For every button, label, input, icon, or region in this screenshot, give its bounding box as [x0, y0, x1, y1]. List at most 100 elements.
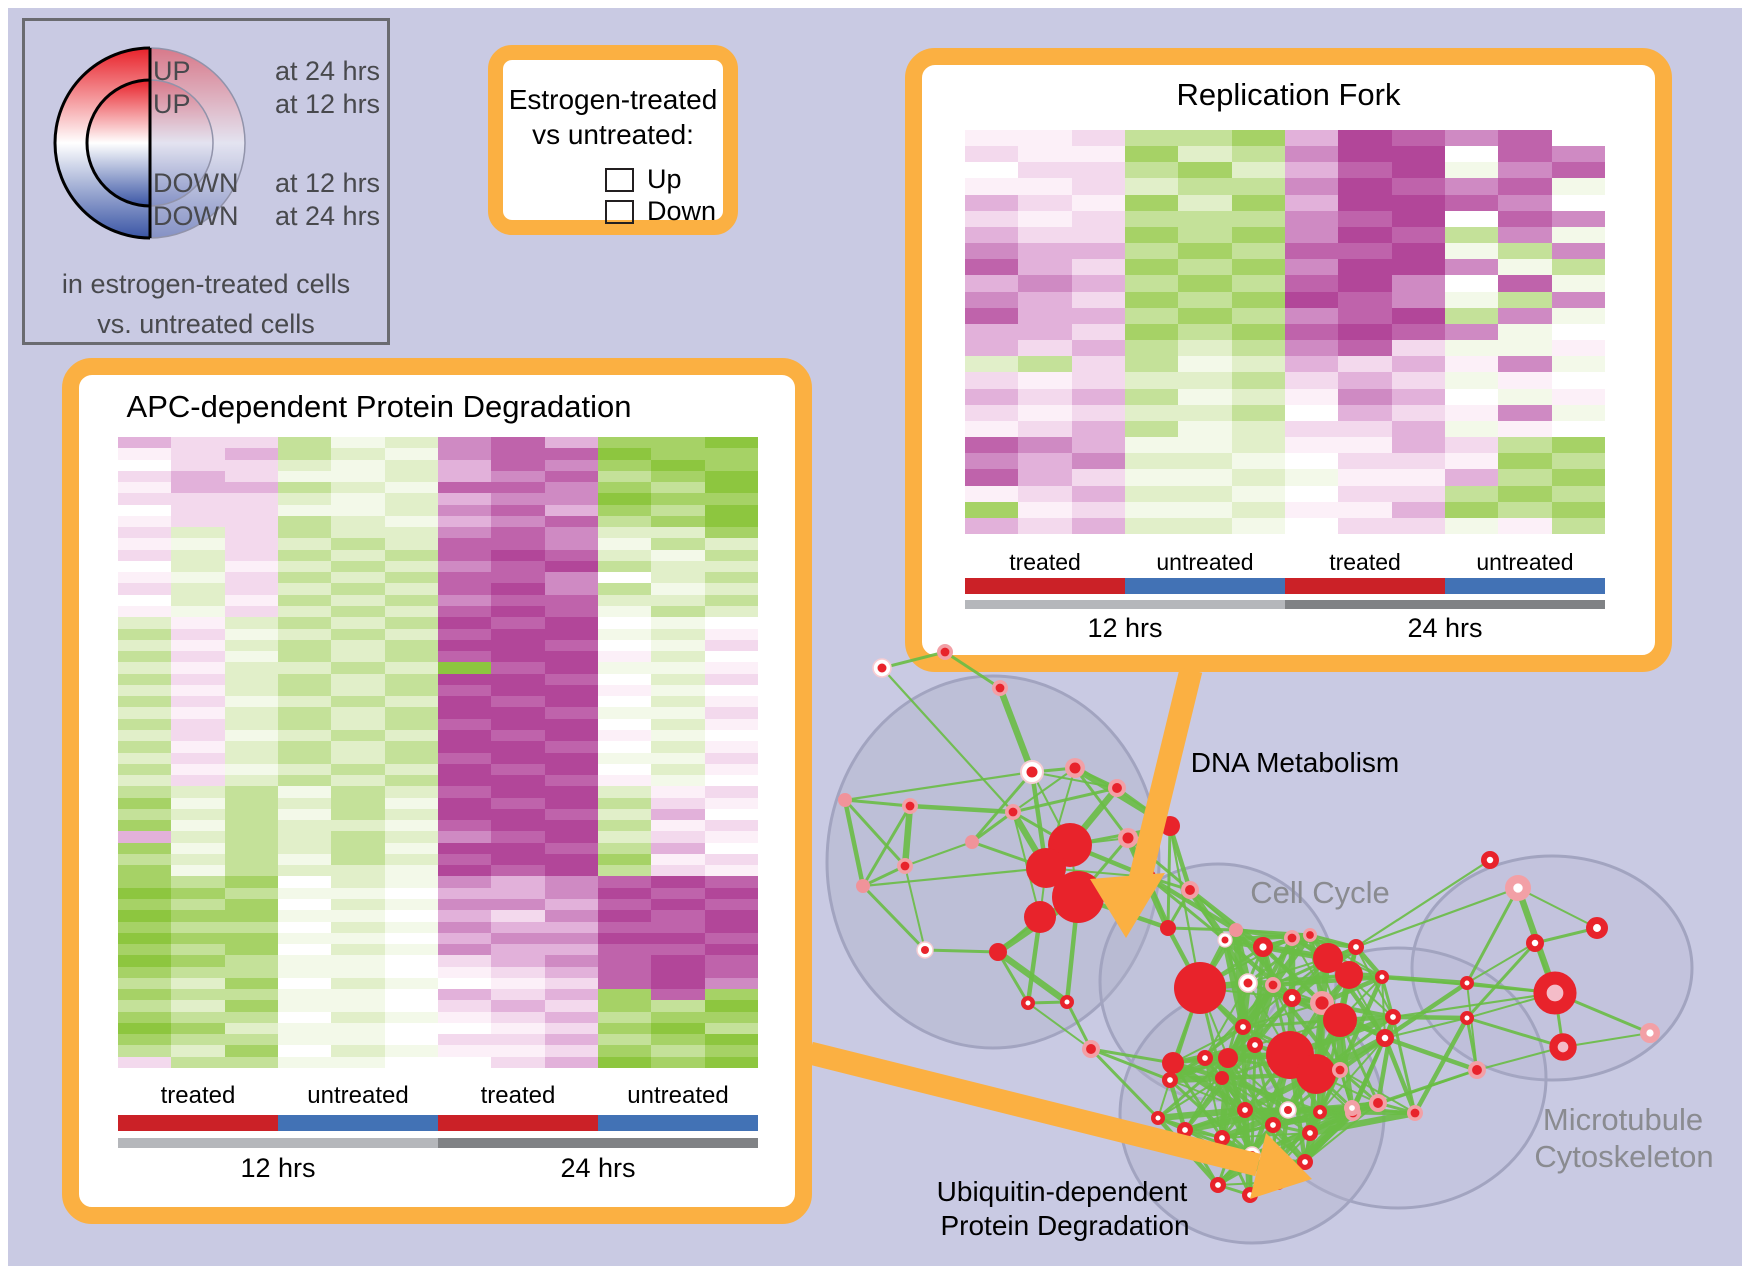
heatmap-cell [277, 876, 332, 888]
heatmap-cell [1284, 291, 1339, 308]
heatmap-cell [437, 448, 492, 460]
heatmap-cell [171, 684, 225, 697]
heatmap-cell [331, 808, 385, 821]
heatmap-cell [1231, 307, 1285, 324]
heatmap-cell [1498, 130, 1552, 147]
heatmap-cell [384, 786, 438, 798]
heatmap-cell [704, 527, 758, 539]
heatmap-cell [1444, 226, 1499, 244]
panel-apc-degradation: APC-dependent Protein Degradation treate… [62, 358, 812, 1224]
heatmap-cell [965, 194, 1019, 211]
heatmap-cell [224, 853, 278, 866]
heatmap-cell [171, 944, 225, 956]
heatmap-cell [331, 898, 385, 911]
heatmap-cell [1338, 162, 1392, 179]
heatmap-cell [704, 504, 758, 516]
heatmap-cell [651, 1034, 705, 1046]
heatmap-cell [491, 470, 545, 483]
heatmap-cell [704, 606, 758, 618]
heatmap-cell [965, 146, 1019, 163]
heatmap-cell [1071, 420, 1125, 438]
heatmap-cell [544, 808, 598, 821]
heatmap-cell [597, 842, 652, 854]
heatmap-cell [651, 549, 705, 561]
heatmap-cell [491, 718, 545, 730]
heatmap-cell [384, 1000, 438, 1012]
heatmap-cell [331, 989, 385, 1001]
heatmap-cell [437, 639, 492, 652]
heatmap-cell [1498, 372, 1552, 389]
heatmap-cell [171, 594, 225, 607]
heatmap-cell [384, 808, 438, 821]
heatmap-cell [544, 459, 598, 471]
heatmap-cell [224, 842, 278, 854]
heatmap-cell [491, 549, 545, 561]
time-bar-segment [965, 600, 1285, 609]
heatmap-cell [597, 1034, 652, 1046]
heatmap-cell [437, 876, 492, 888]
heatmap-cell [1071, 517, 1125, 534]
heatmap-cell [597, 673, 652, 685]
group-bar-segment [1285, 578, 1445, 594]
heatmap-cell [331, 1034, 385, 1046]
heatmap-cell [171, 459, 225, 471]
heatmap-cell [965, 501, 1019, 518]
heatmap-cell [651, 853, 705, 866]
heatmap-cell [437, 786, 492, 798]
heatmap-cell [597, 977, 652, 990]
heatmap-cell [491, 504, 545, 516]
heatmap-cell [384, 729, 438, 742]
group-bar-segment [965, 578, 1125, 594]
updown-legend-title-line1: Estrogen-treated [508, 84, 718, 115]
heatmap-cell [704, 853, 758, 866]
heatmap-cell [1178, 404, 1232, 421]
heatmap-cell [437, 763, 492, 776]
heatmap-cell [384, 606, 438, 618]
heatmap-cell [597, 493, 652, 505]
heatmap-cell [171, 482, 225, 494]
heatmap-cell [1124, 356, 1179, 373]
heatmap-cell [1124, 307, 1179, 324]
heatmap-cell [1551, 291, 1605, 308]
heatmap-cell [704, 651, 758, 663]
heatmap-cell [1178, 517, 1232, 534]
heatmap-cell [118, 977, 172, 990]
heatmap-cell [1071, 243, 1125, 260]
heatmap-cell [544, 1011, 598, 1023]
heatmap-cell [384, 482, 438, 494]
heatmap-cell [1018, 469, 1072, 486]
heatmap-cell [1498, 485, 1552, 502]
heatmap-cell [651, 606, 705, 618]
heatmap-cell [118, 673, 172, 685]
updown-legend-title-line2: vs untreated: [532, 119, 694, 150]
heatmap-cell [277, 639, 332, 652]
heatmap-cell [597, 684, 652, 697]
heatmap-cell [491, 515, 545, 528]
heatmap-cell [704, 831, 758, 843]
heatmap-cell [544, 628, 598, 640]
heatmap-cell [651, 966, 705, 978]
heatmap-cell [1391, 469, 1445, 486]
heatmap-cell [1178, 372, 1232, 389]
heatmap-cell [651, 459, 705, 471]
heatmap-cell [597, 989, 652, 1001]
heatmap-cell [171, 763, 225, 776]
heatmap-cell [118, 763, 172, 776]
heatmap-cell [384, 448, 438, 460]
heatmap-cell [1551, 259, 1605, 276]
heatmap-cell [1551, 469, 1605, 486]
heatmap-cell [704, 459, 758, 471]
heatmap-cell [1391, 291, 1445, 308]
heatmap-cell [384, 763, 438, 776]
heatmap-cell [1551, 388, 1605, 405]
heatmap-cell [597, 1000, 652, 1012]
heatmap-cell [1498, 388, 1552, 405]
heatmap-cell [277, 763, 332, 776]
heatmap-cell [1498, 453, 1552, 470]
heatmap-cell [1018, 437, 1072, 454]
heatmap-cell [704, 887, 758, 899]
heatmap-cell [651, 741, 705, 753]
heatmap-cell [437, 504, 492, 516]
heatmap-cell [277, 1034, 332, 1046]
heatmap-cell [1284, 501, 1339, 518]
